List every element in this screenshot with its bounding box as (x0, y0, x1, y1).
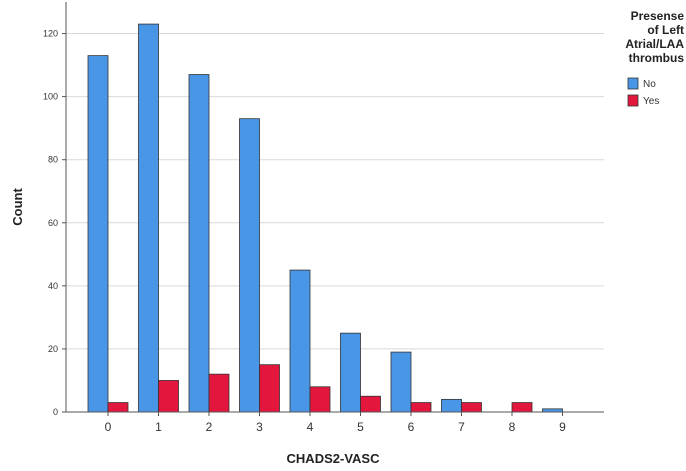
bar-yes (360, 395, 381, 413)
y-tick-label: 120 (43, 29, 58, 39)
legend-label-no: No (643, 79, 656, 90)
bar-yes (259, 364, 280, 413)
legend-label-yes: Yes (643, 96, 659, 107)
bar-yes (309, 386, 331, 413)
bar-yes (208, 373, 230, 413)
y-tick-label: 80 (48, 155, 58, 165)
legend-swatch-no (627, 77, 639, 90)
bar-yes (511, 402, 533, 413)
x-tick-label: 8 (509, 420, 516, 434)
x-tick-label: 4 (307, 420, 314, 434)
x-tick-label: 7 (458, 420, 465, 434)
bar-yes (410, 402, 432, 413)
x-tick-label: 3 (256, 420, 263, 434)
x-tick-label: 2 (206, 420, 213, 434)
bar-no (441, 398, 462, 413)
axes (65, 2, 604, 413)
x-tick-label: 5 (357, 420, 364, 434)
legend-title-line: thrombus (629, 51, 685, 65)
bar-no (340, 332, 361, 413)
ticks: 0 20 40 60 80 100 120 0 1 2 3 4 5 6 7 8 9 (43, 29, 566, 434)
bar-yes (158, 380, 179, 413)
y-tick-label: 40 (48, 281, 58, 291)
x-tick-label: 6 (408, 420, 415, 434)
bar-no (289, 269, 311, 413)
bar-yes (461, 402, 482, 413)
legend: Presense of Left Atrial/LAA thrombus No … (625, 9, 684, 107)
x-tick-label: 0 (105, 420, 112, 434)
bar-no (188, 74, 210, 413)
x-tick-label: 9 (559, 420, 566, 434)
bar-yes (107, 402, 129, 413)
legend-title-line: Presense (631, 9, 685, 23)
bar-no (239, 118, 260, 413)
bar-no (390, 351, 412, 413)
y-tick-label: 100 (43, 92, 58, 102)
bar-no (138, 23, 159, 413)
x-axis-title: CHADS2-VASC (287, 451, 381, 466)
legend-title-line: of Left (647, 23, 684, 37)
bar-no (87, 55, 109, 413)
y-tick-label: 60 (48, 218, 58, 228)
y-tick-label: 0 (53, 407, 58, 417)
bars (87, 23, 563, 413)
legend-title-line: Atrial/LAA (625, 37, 684, 51)
y-axis-title: Count (10, 188, 25, 226)
x-tick-label: 1 (155, 420, 162, 434)
legend-swatch-yes (627, 94, 639, 107)
y-tick-label: 20 (48, 344, 58, 354)
